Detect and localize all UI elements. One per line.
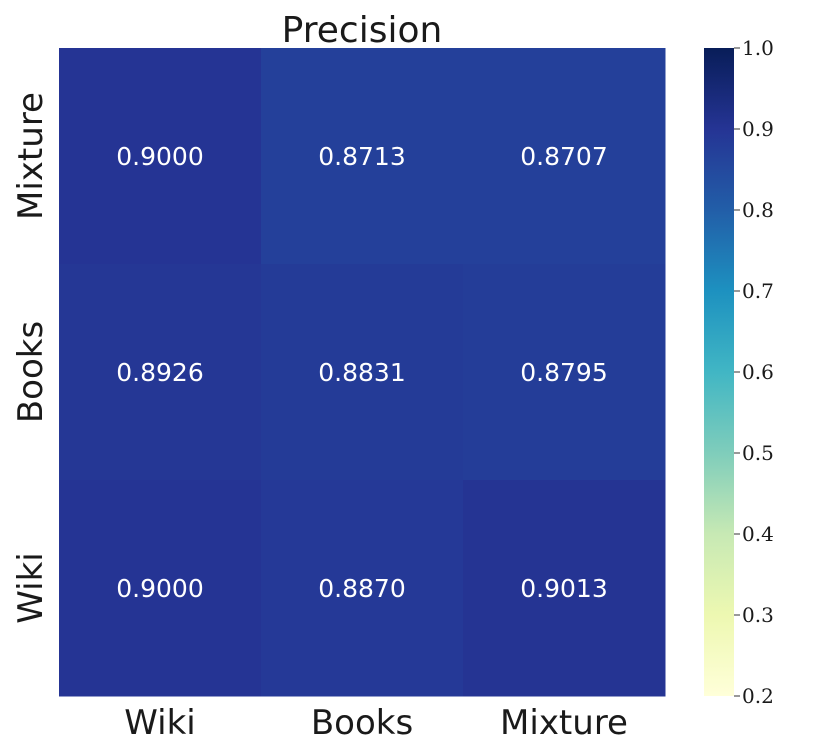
y-tick-label: Mixture bbox=[11, 92, 51, 220]
colorbar-ticks: 0.2 0.3 0.4 0.5 0.6 0.7 0.8 0.9 1.0 bbox=[734, 36, 774, 708]
heatmap-cell bbox=[261, 48, 464, 265]
cell-value-label: 0.8870 bbox=[318, 574, 405, 603]
colorbar-tick-label: 0.6 bbox=[742, 360, 774, 384]
heatmap-cell bbox=[59, 48, 262, 265]
cell-value-label: 0.8831 bbox=[318, 358, 405, 387]
y-tick-label: Wiki bbox=[11, 552, 51, 623]
colorbar bbox=[704, 48, 734, 696]
heatmap-cell bbox=[463, 264, 666, 481]
heatmap-cell bbox=[59, 264, 262, 481]
colorbar-tick-label: 0.4 bbox=[742, 522, 774, 546]
colorbar-tick-label: 0.9 bbox=[742, 117, 774, 141]
colorbar-gradient bbox=[704, 48, 734, 696]
colorbar-tick-label: 0.5 bbox=[742, 441, 774, 465]
colorbar-tick-label: 0.3 bbox=[742, 603, 774, 627]
x-tick-label: Books bbox=[311, 703, 413, 743]
y-tick-label: Books bbox=[11, 321, 51, 423]
heatmap-cell bbox=[463, 480, 666, 697]
x-tick-label: Mixture bbox=[500, 703, 628, 743]
cell-value-label: 0.8926 bbox=[116, 358, 203, 387]
cell-value-label: 0.8713 bbox=[318, 142, 405, 171]
x-axis-ticks: Wiki Books Mixture bbox=[124, 703, 628, 743]
heatmap-cell bbox=[59, 480, 262, 697]
colorbar-tick-label: 0.8 bbox=[742, 198, 774, 222]
y-axis-ticks: Mixture Books Wiki bbox=[11, 92, 51, 624]
heatmap-cells: 0.9000 0.8713 0.8707 0.8926 0.8831 0.8795 0.90… bbox=[59, 48, 666, 697]
colorbar-tick-label: 1.0 bbox=[742, 36, 774, 60]
cell-value-label: 0.9013 bbox=[520, 574, 607, 603]
colorbar-tick-label: 0.2 bbox=[742, 684, 774, 708]
cell-value-label: 0.9000 bbox=[116, 142, 203, 171]
cell-value-label: 0.9000 bbox=[116, 574, 203, 603]
colorbar-tick-label: 0.7 bbox=[742, 279, 774, 303]
heatmap-cell bbox=[261, 480, 464, 697]
heatmap-cell bbox=[261, 264, 464, 481]
heatmap-cell bbox=[463, 48, 666, 265]
chart-title: Precision bbox=[282, 10, 443, 51]
cell-value-label: 0.8795 bbox=[520, 358, 607, 387]
x-tick-label: Wiki bbox=[124, 703, 195, 743]
cell-value-label: 0.8707 bbox=[520, 142, 607, 171]
